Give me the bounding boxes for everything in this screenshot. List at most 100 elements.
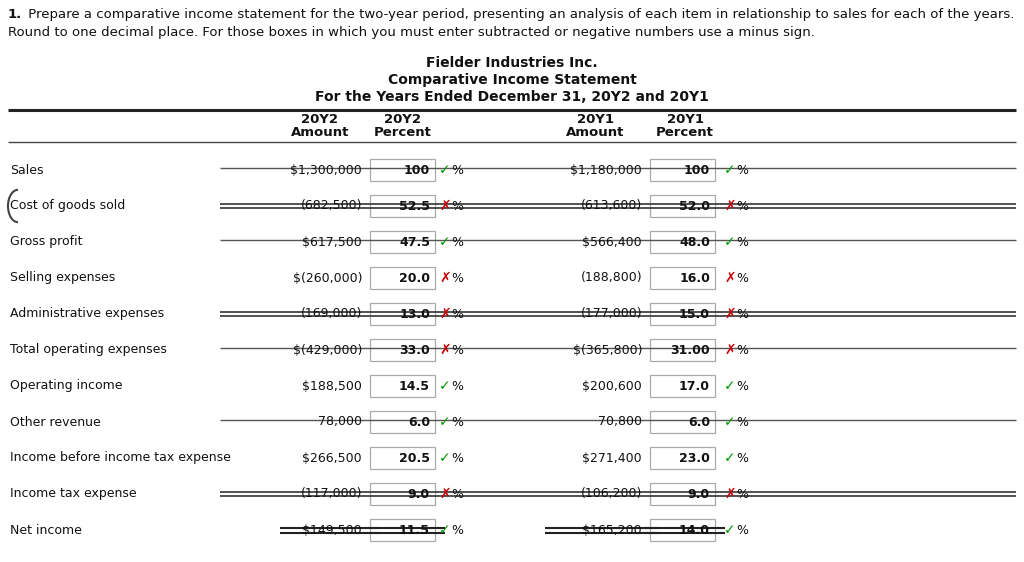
Text: ✓: ✓ — [439, 379, 451, 393]
Bar — [370, 231, 435, 253]
Text: 11.5: 11.5 — [399, 523, 430, 537]
Text: (169,000): (169,000) — [301, 307, 362, 320]
Bar — [650, 267, 715, 289]
Text: %: % — [736, 523, 748, 537]
Text: 9.0: 9.0 — [408, 487, 430, 501]
Text: ✗: ✗ — [439, 199, 451, 213]
Text: %: % — [451, 307, 463, 320]
Text: Total operating expenses: Total operating expenses — [10, 343, 167, 356]
Text: 100: 100 — [684, 164, 710, 176]
Text: ✓: ✓ — [439, 523, 451, 537]
Text: %: % — [451, 415, 463, 428]
Text: (106,200): (106,200) — [581, 487, 642, 501]
Bar — [650, 231, 715, 253]
Text: ✓: ✓ — [724, 235, 736, 249]
Text: Prepare a comparative income statement for the two-year period, presenting an an: Prepare a comparative income statement f… — [24, 8, 1015, 21]
Text: $1,180,000: $1,180,000 — [570, 164, 642, 176]
Bar — [370, 375, 435, 397]
Bar — [370, 483, 435, 505]
Text: %: % — [736, 307, 748, 320]
Text: ✓: ✓ — [724, 523, 736, 537]
Text: ✓: ✓ — [724, 379, 736, 393]
Text: ✗: ✗ — [724, 487, 736, 501]
Text: 33.0: 33.0 — [399, 343, 430, 356]
Text: 52.5: 52.5 — [399, 200, 430, 212]
Text: $617,500: $617,500 — [302, 235, 362, 248]
Text: ✓: ✓ — [724, 451, 736, 465]
Text: ✓: ✓ — [724, 163, 736, 177]
Bar — [650, 447, 715, 469]
Bar — [370, 339, 435, 361]
Text: %: % — [451, 164, 463, 176]
Text: 23.0: 23.0 — [679, 451, 710, 465]
Text: (117,000): (117,000) — [300, 487, 362, 501]
Text: %: % — [451, 379, 463, 392]
Text: 31.00: 31.00 — [671, 343, 710, 356]
Text: %: % — [451, 271, 463, 284]
Text: 20Y2: 20Y2 — [301, 113, 339, 126]
Text: 47.5: 47.5 — [399, 235, 430, 248]
Text: For the Years Ended December 31, 20Y2 and 20Y1: For the Years Ended December 31, 20Y2 an… — [315, 90, 709, 104]
Text: Amount: Amount — [566, 126, 625, 139]
Text: %: % — [736, 271, 748, 284]
Text: 20.0: 20.0 — [399, 271, 430, 284]
Text: 14.5: 14.5 — [399, 379, 430, 392]
Text: 20.5: 20.5 — [399, 451, 430, 465]
Text: ✓: ✓ — [724, 415, 736, 429]
Text: (177,000): (177,000) — [581, 307, 642, 320]
Text: ✓: ✓ — [439, 451, 451, 465]
Text: Other revenue: Other revenue — [10, 415, 100, 428]
Bar — [370, 159, 435, 181]
Text: 20Y1: 20Y1 — [577, 113, 613, 126]
Text: %: % — [451, 523, 463, 537]
Text: Income tax expense: Income tax expense — [10, 487, 136, 501]
Text: Cost of goods sold: Cost of goods sold — [10, 200, 125, 212]
Text: Selling expenses: Selling expenses — [10, 271, 116, 284]
Bar — [650, 303, 715, 325]
Text: $566,400: $566,400 — [583, 235, 642, 248]
Text: ✗: ✗ — [724, 307, 736, 321]
Text: Percent: Percent — [374, 126, 431, 139]
Bar — [650, 519, 715, 541]
Text: Round to one decimal place. For those boxes in which you must enter subtracted o: Round to one decimal place. For those bo… — [8, 26, 815, 39]
Text: ✗: ✗ — [724, 271, 736, 285]
Text: $266,500: $266,500 — [302, 451, 362, 465]
Text: Fielder Industries Inc.: Fielder Industries Inc. — [426, 56, 598, 70]
Text: %: % — [451, 487, 463, 501]
Text: 17.0: 17.0 — [679, 379, 710, 392]
Text: 78,000: 78,000 — [318, 415, 362, 428]
Bar — [370, 267, 435, 289]
Text: %: % — [736, 487, 748, 501]
Text: Comparative Income Statement: Comparative Income Statement — [387, 73, 637, 87]
Text: 52.0: 52.0 — [679, 200, 710, 212]
Text: $188,500: $188,500 — [302, 379, 362, 392]
Text: %: % — [451, 343, 463, 356]
Text: %: % — [736, 164, 748, 176]
Text: $1,300,000: $1,300,000 — [290, 164, 362, 176]
Bar — [650, 411, 715, 433]
Text: 100: 100 — [403, 164, 430, 176]
Text: Amount: Amount — [291, 126, 349, 139]
Text: %: % — [451, 200, 463, 212]
Text: %: % — [736, 415, 748, 428]
Text: %: % — [451, 235, 463, 248]
Text: %: % — [736, 200, 748, 212]
Text: (188,800): (188,800) — [581, 271, 642, 284]
Text: 15.0: 15.0 — [679, 307, 710, 320]
Text: 6.0: 6.0 — [688, 415, 710, 428]
Bar — [650, 483, 715, 505]
Text: (613,600): (613,600) — [581, 200, 642, 212]
Bar — [370, 519, 435, 541]
Text: ✓: ✓ — [439, 415, 451, 429]
Text: %: % — [736, 451, 748, 465]
Bar — [650, 375, 715, 397]
Bar — [650, 195, 715, 217]
Text: %: % — [736, 235, 748, 248]
Text: 14.0: 14.0 — [679, 523, 710, 537]
Text: $(365,800): $(365,800) — [572, 343, 642, 356]
Text: $200,600: $200,600 — [583, 379, 642, 392]
Text: %: % — [736, 343, 748, 356]
Text: ✗: ✗ — [439, 271, 451, 285]
Text: ✓: ✓ — [439, 163, 451, 177]
Text: 20Y2: 20Y2 — [384, 113, 421, 126]
